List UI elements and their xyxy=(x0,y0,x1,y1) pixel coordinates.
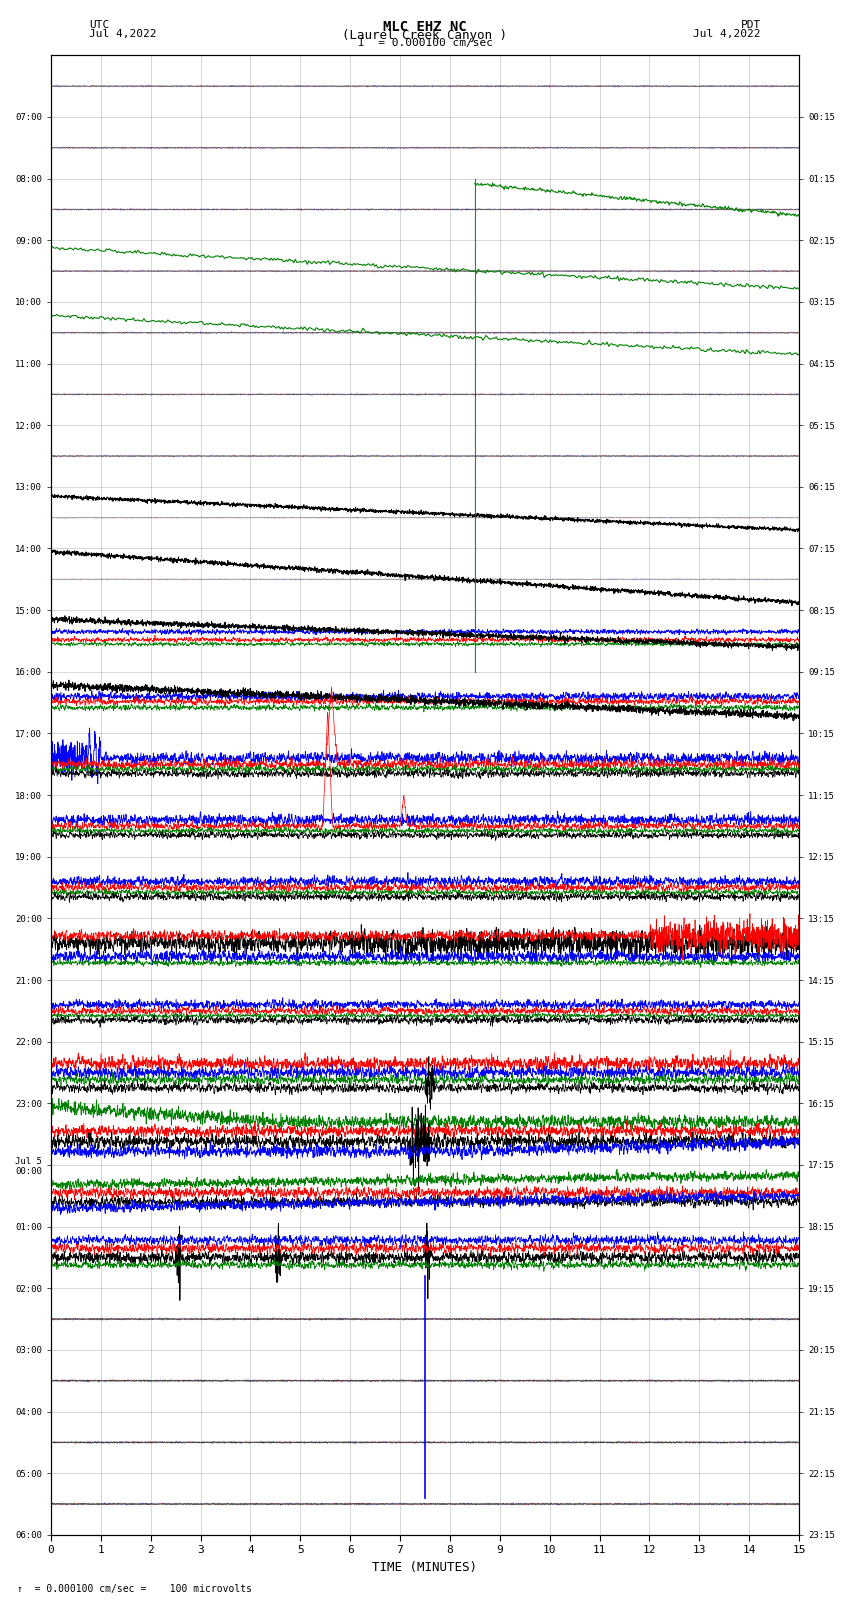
Text: MLC EHZ NC: MLC EHZ NC xyxy=(383,19,467,34)
Text: I  = 0.000100 cm/sec: I = 0.000100 cm/sec xyxy=(358,37,492,48)
Text: Jul 4,2022: Jul 4,2022 xyxy=(89,29,156,39)
Text: PDT: PDT xyxy=(740,19,761,31)
Text: UTC: UTC xyxy=(89,19,110,31)
Text: ↑  = 0.000100 cm/sec =    100 microvolts: ↑ = 0.000100 cm/sec = 100 microvolts xyxy=(17,1584,252,1594)
X-axis label: TIME (MINUTES): TIME (MINUTES) xyxy=(372,1561,478,1574)
Text: Jul 4,2022: Jul 4,2022 xyxy=(694,29,761,39)
Text: (Laurel Creek Canyon ): (Laurel Creek Canyon ) xyxy=(343,29,507,42)
